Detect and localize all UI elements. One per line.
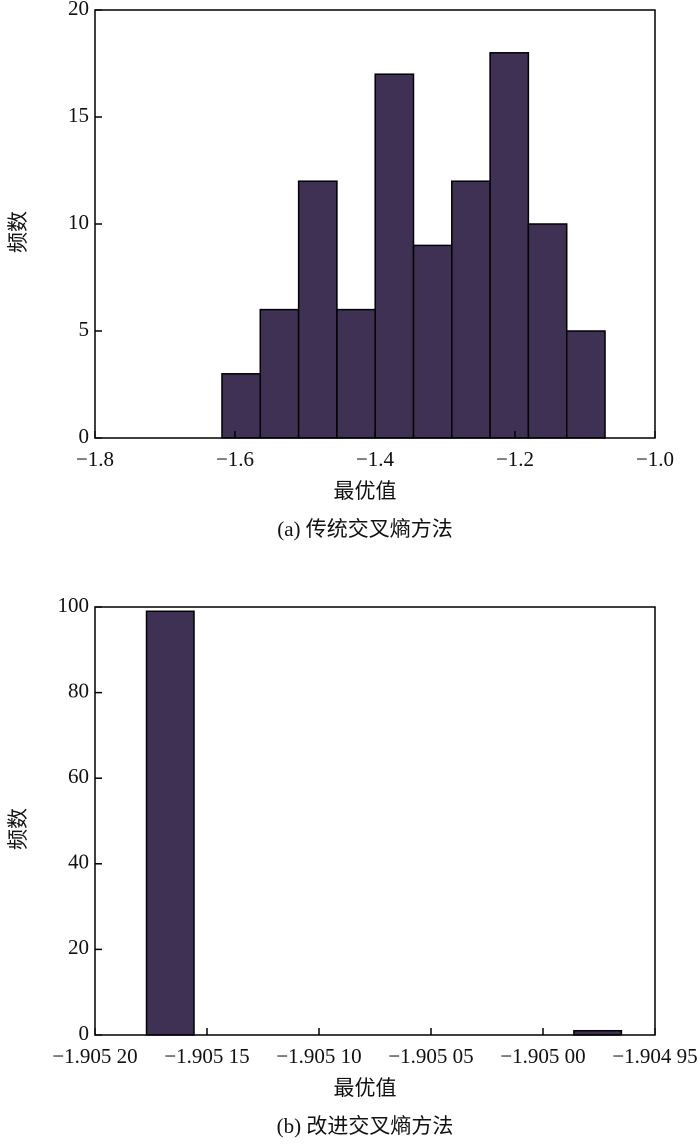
x-tick-label: −1.4 [356, 447, 395, 471]
y-tick-label: 5 [79, 317, 90, 341]
x-tick-label: −1.2 [496, 447, 534, 471]
y-tick-label: 60 [68, 764, 89, 788]
bar [336, 308, 376, 439]
x-tick-label: −1.905 20 [52, 1044, 137, 1068]
x-tick-label: −1.8 [76, 447, 114, 471]
y-tick-label: 15 [68, 103, 89, 127]
x-tick-label: −1.904 95 [612, 1044, 697, 1068]
y-tick-label: 0 [79, 424, 90, 448]
y-axis-label: 频数 [6, 808, 30, 850]
y-tick-label: 20 [68, 935, 89, 959]
y-tick-label: 80 [68, 678, 89, 702]
bar [489, 52, 530, 439]
x-tick-label: −1.905 05 [388, 1044, 473, 1068]
y-tick-label: 0 [79, 1021, 90, 1045]
bar [527, 223, 568, 439]
bar [565, 330, 606, 439]
x-tick-label: −1.905 10 [276, 1044, 361, 1068]
x-tick-label: −1.905 00 [500, 1044, 585, 1068]
y-axis-label: 频数 [6, 211, 30, 253]
y-tick-label: 20 [68, 0, 89, 20]
y-tick-label: 40 [68, 850, 89, 874]
bar [412, 244, 453, 439]
plot-frame [94, 606, 656, 1036]
bar [451, 180, 491, 439]
y-tick-label: 10 [68, 210, 89, 234]
caption: (b) 改进交叉熵方法 [277, 1114, 454, 1138]
caption: (a) 传统交叉熵方法 [277, 517, 453, 541]
bar [259, 308, 300, 439]
bar [374, 73, 415, 439]
y-tick-label: 100 [58, 593, 90, 617]
bar [145, 610, 195, 1036]
x-axis-label: 最优值 [334, 479, 397, 503]
x-tick-label: −1.905 15 [164, 1044, 249, 1068]
bar [221, 373, 262, 439]
x-axis-label: 最优值 [334, 1076, 397, 1100]
x-tick-label: −1.6 [216, 447, 254, 471]
x-tick-label: −1.0 [636, 447, 674, 471]
bar [297, 180, 338, 439]
